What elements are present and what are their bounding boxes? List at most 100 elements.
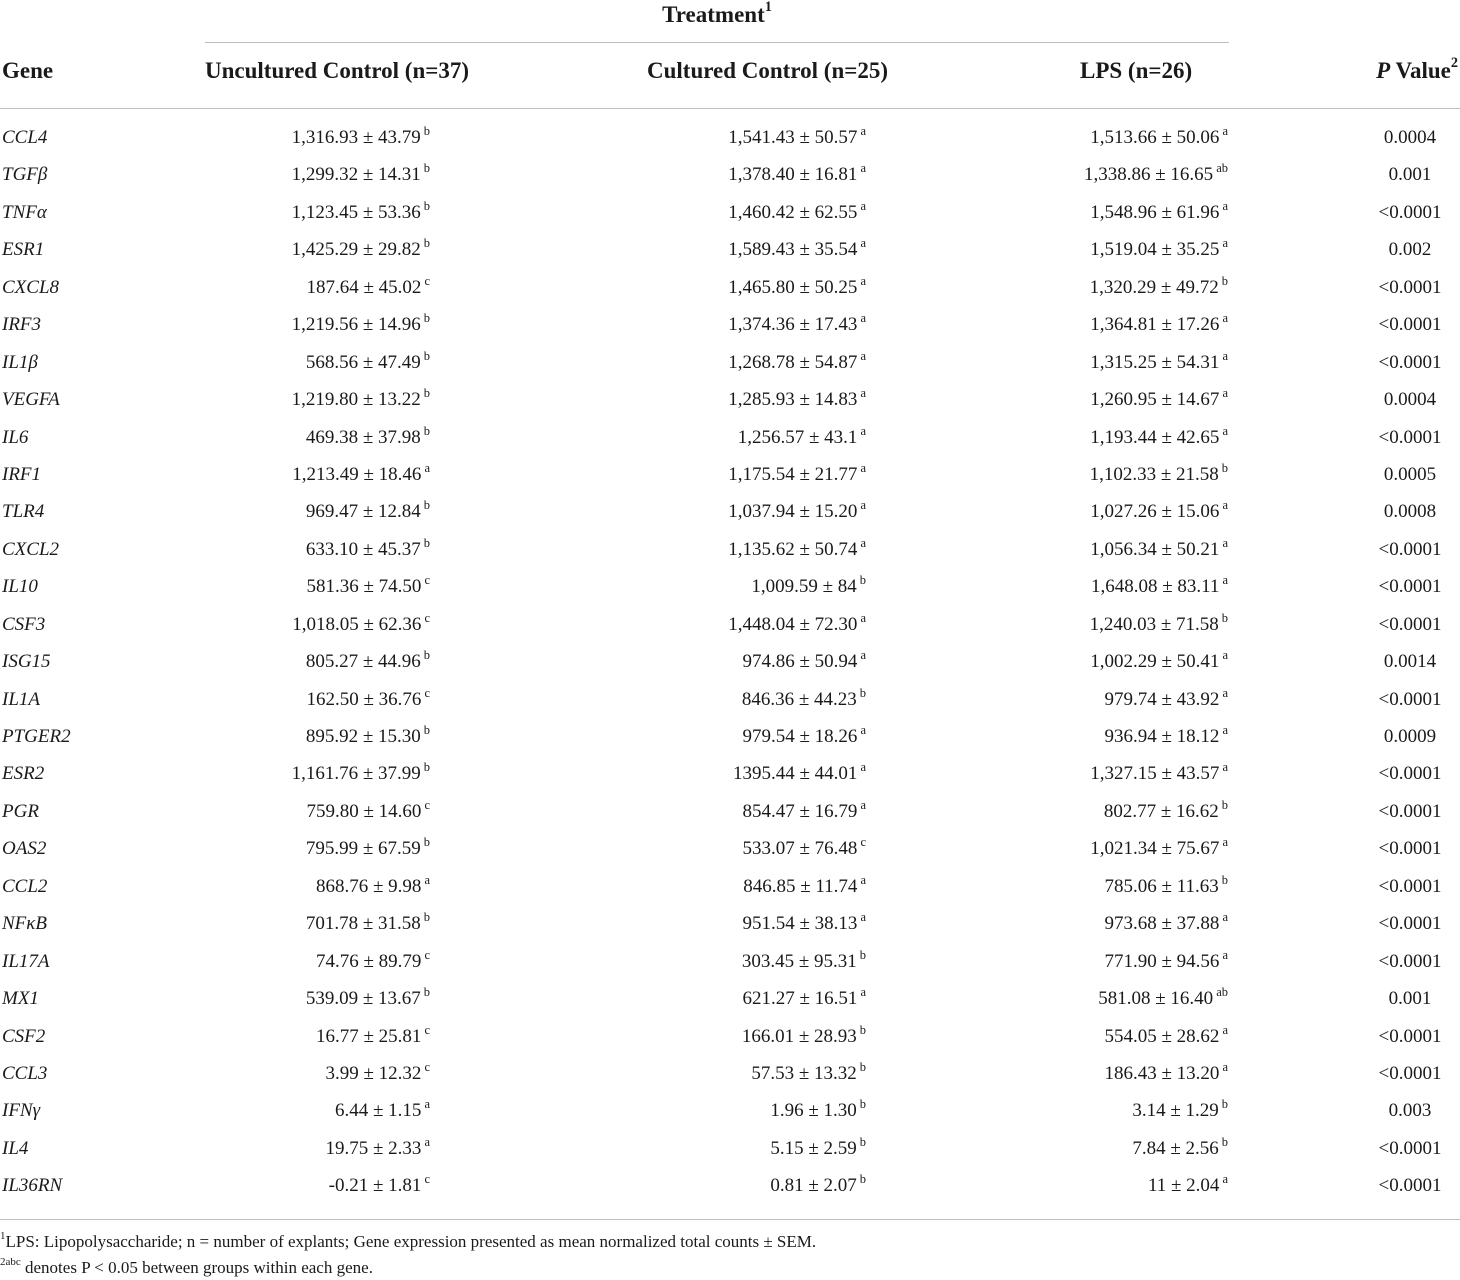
uncultured-control-cell-value: 1,299.32 ± 14.31	[291, 164, 421, 186]
cultured-control-cell-group-letter: a	[860, 236, 866, 251]
gene-cell-value: PGR	[2, 800, 39, 822]
p-value-cell-value: <0.0001	[1378, 201, 1442, 223]
lps-cell: 1,021.34 ± 75.67 a	[1090, 835, 1228, 860]
table-row: NFκB 701.78 ± 31.58 b 951.54 ± 38.13 a 973.68…	[0, 907, 1460, 944]
gene-cell-value: IFNγ	[2, 1100, 41, 1122]
uncultured-control-cell-group-letter: c	[424, 1022, 430, 1037]
p-value-cell: 0.001	[1346, 164, 1460, 186]
lps-cell-value: 581.08 ± 16.40	[1098, 988, 1214, 1010]
cultured-control-cell-group-letter: b	[859, 1059, 866, 1074]
gene-cell: IL17A	[2, 951, 50, 973]
cultured-control-cell-group-letter: a	[860, 723, 866, 737]
cultured-control-cell-group-letter: b	[859, 1022, 866, 1037]
uncultured-control-cell: 1,316.93 ± 43.79 b	[292, 124, 430, 149]
lps-column-header: LPS (n=26)	[1080, 58, 1193, 83]
uncultured-control-cell-value: 895.92 ± 15.30	[305, 726, 421, 747]
lps-cell-group-letter: b	[1221, 273, 1228, 288]
uncultured-control-cell: 3.99 ± 12.32 c	[326, 1060, 431, 1085]
column-header-row: Gene Uncultured Control (n=37) Cultured …	[0, 42, 1460, 109]
lps-cell-group-letter: a	[1222, 1172, 1228, 1187]
lps-cell-value: 11 ± 2.04	[1147, 1175, 1220, 1197]
uncultured-control-cell: 469.38 ± 37.98 b	[306, 424, 430, 449]
p-value-cell: 0.001	[1346, 988, 1460, 1010]
lps-cell-value: 785.06 ± 11.63	[1104, 875, 1219, 897]
gene-cell: IRF3	[2, 314, 41, 336]
table-row: ISG15 805.27 ± 44.96 b 974.86 ± 50.94 a 1,002…	[0, 645, 1460, 682]
cultured-control-cell-group-letter: a	[860, 198, 866, 213]
lps-cell-group-letter: b	[1221, 872, 1228, 887]
lps-cell-group-letter: a	[1222, 386, 1228, 401]
table-row: CSF2 16.77 ± 25.81 c 166.01 ± 28.93 b 554.05 …	[0, 1020, 1460, 1057]
gene-cell-value: ISG15	[2, 651, 51, 673]
gene-cell-value: IL1A	[2, 688, 40, 710]
footnote-1-text: LPS: Lipopolysaccharide; n = number of e…	[5, 1232, 817, 1251]
uncultured-control-cell-group-letter: b	[423, 910, 430, 925]
lps-cell-value: 1,056.34 ± 50.21	[1090, 538, 1220, 560]
gene-cell-value: VEGFA	[2, 389, 60, 411]
table-row: TNFα 1,123.45 ± 53.36 b 1,460.42 ± 62.55 a 1,…	[0, 196, 1460, 233]
uncultured-control-cell-value: 1,425.29 ± 29.82	[291, 239, 421, 261]
lps-cell-group-letter: a	[1222, 198, 1228, 213]
lps-cell-group-letter: a	[1222, 311, 1228, 326]
cultured-control-cell-group-letter: a	[860, 797, 866, 812]
cultured-control-cell: 57.53 ± 13.32 b	[751, 1059, 866, 1085]
cultured-control-column-header: Cultured Control (n=25)	[647, 58, 888, 83]
uncultured-control-cell-value: 1,213.49 ± 18.46	[292, 463, 422, 485]
p-value-footnote-marker: 2	[1450, 55, 1458, 72]
gene-cell: PGR	[2, 801, 39, 823]
cultured-control-cell-value: 846.36 ± 44.23	[741, 688, 857, 710]
uncultured-control-cell: 969.47 ± 12.84 b	[306, 498, 430, 523]
p-value-cell-value: <0.0001	[1378, 576, 1442, 598]
cultured-control-cell-value: 303.45 ± 95.31	[741, 950, 857, 972]
p-value-cell: <0.0001	[1346, 314, 1460, 336]
cultured-control-cell-value: 1,460.42 ± 62.55	[728, 201, 858, 223]
table-row: IRF3 1,219.56 ± 14.96 b 1,374.36 ± 17.43 a 1,…	[0, 308, 1460, 345]
p-value-cell: <0.0001	[1346, 576, 1460, 598]
gene-cell-value: MX1	[2, 988, 39, 1010]
gene-cell: TGFβ	[2, 164, 47, 186]
uncultured-control-cell-value: 795.99 ± 67.59	[305, 838, 421, 860]
table-row: IFNγ 6.44 ± 1.15 a 1.96 ± 1.30 b 3.14 ± 1.29 b…	[0, 1094, 1460, 1131]
lps-cell: 1,027.26 ± 15.06 a	[1090, 498, 1228, 523]
p-value-cell-value: 0.003	[1388, 1100, 1432, 1122]
gene-cell-value: TGFβ	[2, 164, 48, 186]
gene-cell: CCL2	[2, 876, 47, 898]
cultured-control-cell-value: 951.54 ± 38.13	[742, 913, 858, 935]
cultured-control-cell-value: 1,285.93 ± 14.83	[728, 389, 858, 411]
uncultured-control-cell-value: 74.76 ± 89.79	[316, 950, 422, 972]
gene-cell-value: IL36RN	[2, 1175, 63, 1197]
uncultured-control-cell-group-letter: b	[423, 386, 430, 401]
uncultured-control-cell-group-letter: b	[423, 723, 430, 737]
cultured-control-cell-group-letter: b	[859, 1172, 866, 1187]
p-value-cell: <0.0001	[1346, 352, 1460, 374]
p-value-cell-value: <0.0001	[1378, 314, 1442, 336]
uncultured-control-cell-value: 633.10 ± 45.37	[305, 538, 421, 560]
p-value-cell: 0.0004	[1346, 389, 1460, 411]
uncultured-control-cell: -0.21 ± 1.81 c	[329, 1172, 430, 1197]
uncultured-control-cell: 1,219.56 ± 14.96 b	[292, 311, 430, 336]
lps-cell-value: 1,327.15 ± 43.57	[1090, 763, 1220, 785]
gene-cell: IL1β	[2, 352, 38, 374]
lps-cell: 973.68 ± 37.88 a	[1105, 910, 1229, 935]
cultured-control-cell: 1,268.78 ± 54.87 a	[728, 349, 866, 374]
p-value-cell: <0.0001	[1346, 1138, 1460, 1160]
table-row: PTGER2 895.92 ± 15.30 b 979.54 ± 18.26 a 936.…	[0, 720, 1460, 757]
gene-cell: VEGFA	[2, 389, 60, 411]
cultured-control-cell-value: 0.81 ± 2.07	[770, 1175, 857, 1197]
lps-cell: 1,315.25 ± 54.31 a	[1090, 349, 1228, 374]
table-row: VEGFA 1,219.80 ± 13.22 b 1,285.93 ± 14.83 a 1…	[0, 383, 1460, 420]
gene-cell: IFNγ	[2, 1100, 40, 1122]
table-row: IL6 469.38 ± 37.98 b 1,256.57 ± 43.1 a 1,193.…	[0, 421, 1460, 458]
lps-cell: 1,240.03 ± 71.58 b	[1090, 611, 1228, 636]
gene-cell-value: IL4	[2, 1137, 29, 1159]
cultured-control-cell: 166.01 ± 28.93 b	[742, 1022, 866, 1048]
lps-cell-value: 1,338.86 ± 16.65	[1084, 164, 1214, 186]
gene-cell: CCL3	[2, 1063, 47, 1085]
lps-cell-value: 1,648.08 ± 83.11	[1090, 576, 1220, 598]
p-value-cell-value: 0.001	[1388, 164, 1432, 186]
uncultured-control-cell-group-letter: b	[423, 535, 430, 550]
p-value-italic-p: P	[1376, 58, 1391, 83]
cultured-control-cell-group-letter: a	[860, 648, 866, 663]
lps-cell-group-letter: b	[1221, 797, 1228, 812]
lps-cell: 1,327.15 ± 43.57 a	[1090, 760, 1228, 785]
